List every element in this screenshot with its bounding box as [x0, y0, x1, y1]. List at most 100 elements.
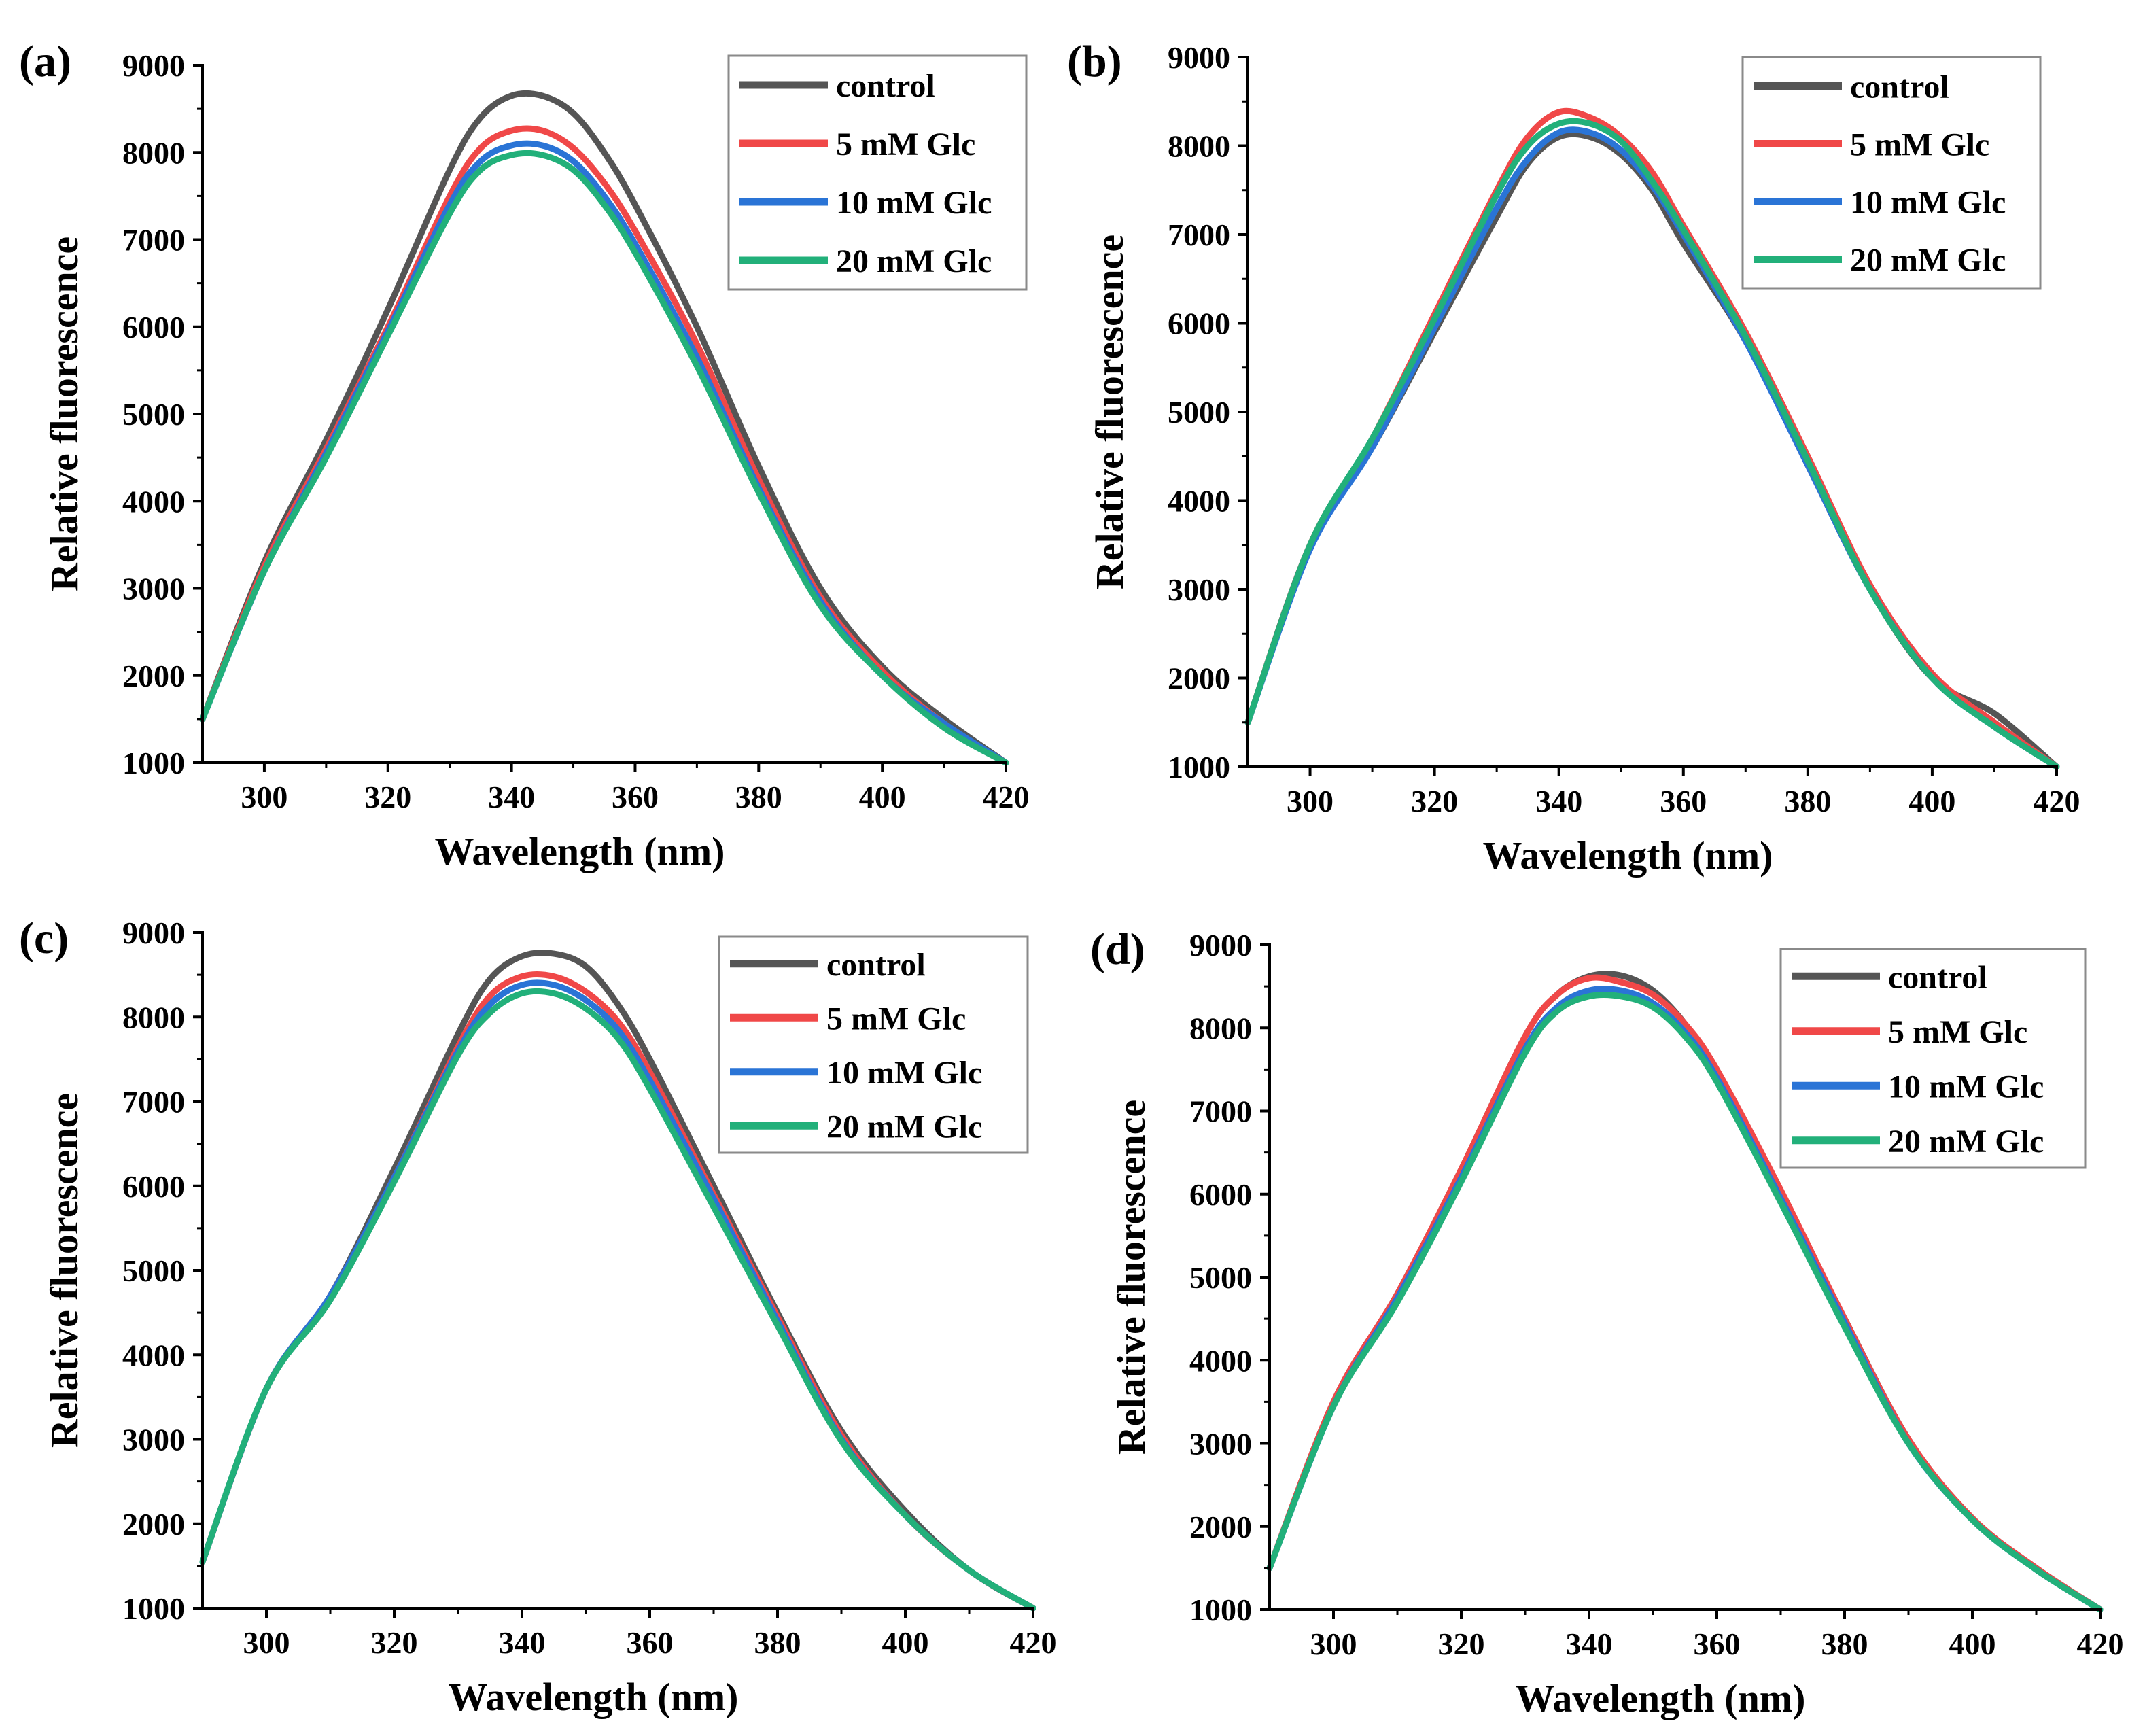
y-tick-label: 4000 [122, 1338, 185, 1372]
x-tick-label: 340 [488, 780, 535, 814]
y-tick-label: 2000 [1168, 661, 1230, 696]
y-tick-label: 5000 [1168, 395, 1230, 430]
chart-panel-1: 1000 2000 3000 4000 5000 6000 7000 8000 9000 300 3… [19, 37, 1030, 873]
legend-entry: 20 mM Glc [1888, 1124, 2044, 1160]
legend-entry: 10 mM Glc [1888, 1069, 2044, 1105]
y-tick-label: 1000 [1168, 750, 1230, 784]
chart-panel-4: 1000 2000 3000 4000 5000 6000 7000 8000 9000 300 3… [1090, 924, 2124, 1720]
y-tick-label: 8000 [1168, 129, 1230, 164]
x-axis-label: Wavelength (nm) [1483, 833, 1773, 878]
x-tick-label: 420 [983, 780, 1030, 814]
legend-entry: control [1888, 959, 1987, 995]
x-tick-label: 360 [627, 1625, 674, 1660]
legend-entry: 20 mM Glc [826, 1109, 982, 1145]
y-tick-label: 8000 [1189, 1011, 1252, 1045]
y-tick-label: 5000 [122, 397, 185, 432]
x-tick-label: 340 [499, 1625, 546, 1660]
legend-entry: 5 mM Glc [1850, 127, 1989, 163]
legend-entry: control [826, 947, 926, 983]
y-axis-label: Relative fluorescence [1109, 1100, 1153, 1455]
series-line-20-mm-glc [1266, 991, 2104, 1613]
y-tick-label: 7000 [122, 223, 185, 258]
y-tick-label: 1000 [1189, 1593, 1252, 1627]
legend-box [727, 54, 1028, 291]
x-tick-label: 420 [2034, 784, 2080, 818]
panel-label: (b) [1067, 37, 1122, 86]
x-tick-label: 380 [1821, 1627, 1868, 1661]
x-tick-label: 420 [1010, 1625, 1057, 1660]
legend-entry: 5 mM Glc [826, 1001, 966, 1037]
x-axis-label: Wavelength (nm) [435, 829, 725, 873]
series-line-20-mm-glc [199, 150, 1009, 766]
y-axis-label: Relative fluorescence [1087, 235, 1132, 589]
legend-entry: 20 mM Glc [1850, 243, 2006, 279]
x-tick-label: 420 [2077, 1627, 2124, 1661]
x-axis-label: Wavelength (nm) [449, 1675, 739, 1719]
x-tick-label: 400 [882, 1625, 929, 1660]
x-tick-label: 320 [364, 780, 411, 814]
x-tick-label: 400 [1908, 784, 1955, 818]
panel-label: (c) [19, 914, 69, 963]
panel-label: (a) [19, 37, 71, 86]
y-tick-label: 6000 [122, 1169, 185, 1204]
legend-entry: 5 mM Glc [836, 126, 975, 162]
x-tick-label: 380 [754, 1625, 801, 1660]
y-tick-label: 3000 [1168, 572, 1230, 607]
y-tick-label: 6000 [1189, 1177, 1252, 1212]
legend: control 5 mM Glc 10 mM Glc 20 mM Glc [727, 54, 1028, 291]
x-tick-label: 360 [1694, 1627, 1741, 1661]
x-tick-label: 340 [1535, 784, 1582, 818]
x-tick-label: 380 [735, 780, 782, 814]
y-axis-label: Relative fluorescence [42, 1093, 86, 1448]
y-tick-label: 9000 [122, 916, 185, 950]
x-tick-label: 360 [612, 780, 659, 814]
legend-entry: 10 mM Glc [836, 185, 992, 221]
y-tick-label: 5000 [122, 1253, 185, 1288]
legend: control 5 mM Glc 10 mM Glc 20 mM Glc [1741, 56, 2042, 290]
x-tick-label: 400 [859, 780, 906, 814]
y-tick-label: 2000 [1189, 1510, 1252, 1544]
legend-box [1779, 948, 2087, 1169]
legend-entry: control [836, 68, 935, 104]
panel-label: (d) [1090, 924, 1145, 974]
x-tick-label: 300 [1310, 1627, 1357, 1661]
y-tick-label: 6000 [1168, 307, 1230, 341]
y-tick-label: 4000 [1168, 484, 1230, 519]
y-tick-label: 6000 [122, 310, 185, 345]
y-tick-label: 3000 [122, 1423, 185, 1457]
y-tick-label: 7000 [1168, 218, 1230, 252]
y-tick-label: 3000 [1189, 1427, 1252, 1461]
x-tick-label: 340 [1566, 1627, 1613, 1661]
y-tick-label: 2000 [122, 1507, 185, 1542]
legend-entry: 10 mM Glc [826, 1055, 982, 1091]
y-axis-label: Relative fluorescence [42, 237, 86, 591]
x-tick-label: 300 [241, 780, 287, 814]
x-tick-label: 300 [243, 1625, 290, 1660]
legend: control 5 mM Glc 10 mM Glc 20 mM Glc [718, 935, 1029, 1154]
y-tick-label: 4000 [1189, 1343, 1252, 1378]
x-tick-label: 320 [371, 1625, 418, 1660]
y-tick-label: 9000 [122, 48, 185, 83]
y-tick-label: 1000 [122, 746, 185, 780]
legend-entry: control [1850, 69, 1949, 105]
legend: control 5 mM Glc 10 mM Glc 20 mM Glc [1779, 948, 2087, 1169]
y-tick-label: 7000 [1189, 1094, 1252, 1129]
chart-panel-2: 1000 2000 3000 4000 5000 6000 7000 8000 9000 300 3… [1067, 37, 2080, 878]
x-tick-label: 320 [1411, 784, 1458, 818]
series-line-20-mm-glc [199, 988, 1036, 1612]
legend-entry: 10 mM Glc [1850, 185, 2006, 221]
legend-entry: 20 mM Glc [836, 243, 992, 279]
legend-box [718, 935, 1029, 1154]
y-tick-label: 8000 [122, 135, 185, 170]
chart-panel-3: 1000 2000 3000 4000 5000 6000 7000 8000 9000 300 3… [19, 914, 1057, 1719]
y-tick-label: 5000 [1189, 1260, 1252, 1295]
y-tick-label: 9000 [1168, 40, 1230, 75]
y-tick-label: 3000 [122, 572, 185, 606]
series-line-20-mm-glc [1244, 118, 2060, 770]
x-tick-label: 320 [1438, 1627, 1485, 1661]
series-line-control [199, 90, 1009, 766]
y-tick-label: 4000 [122, 484, 185, 519]
y-tick-label: 1000 [122, 1591, 185, 1626]
legend-entry: 5 mM Glc [1888, 1014, 2027, 1050]
x-tick-label: 360 [1660, 784, 1707, 818]
